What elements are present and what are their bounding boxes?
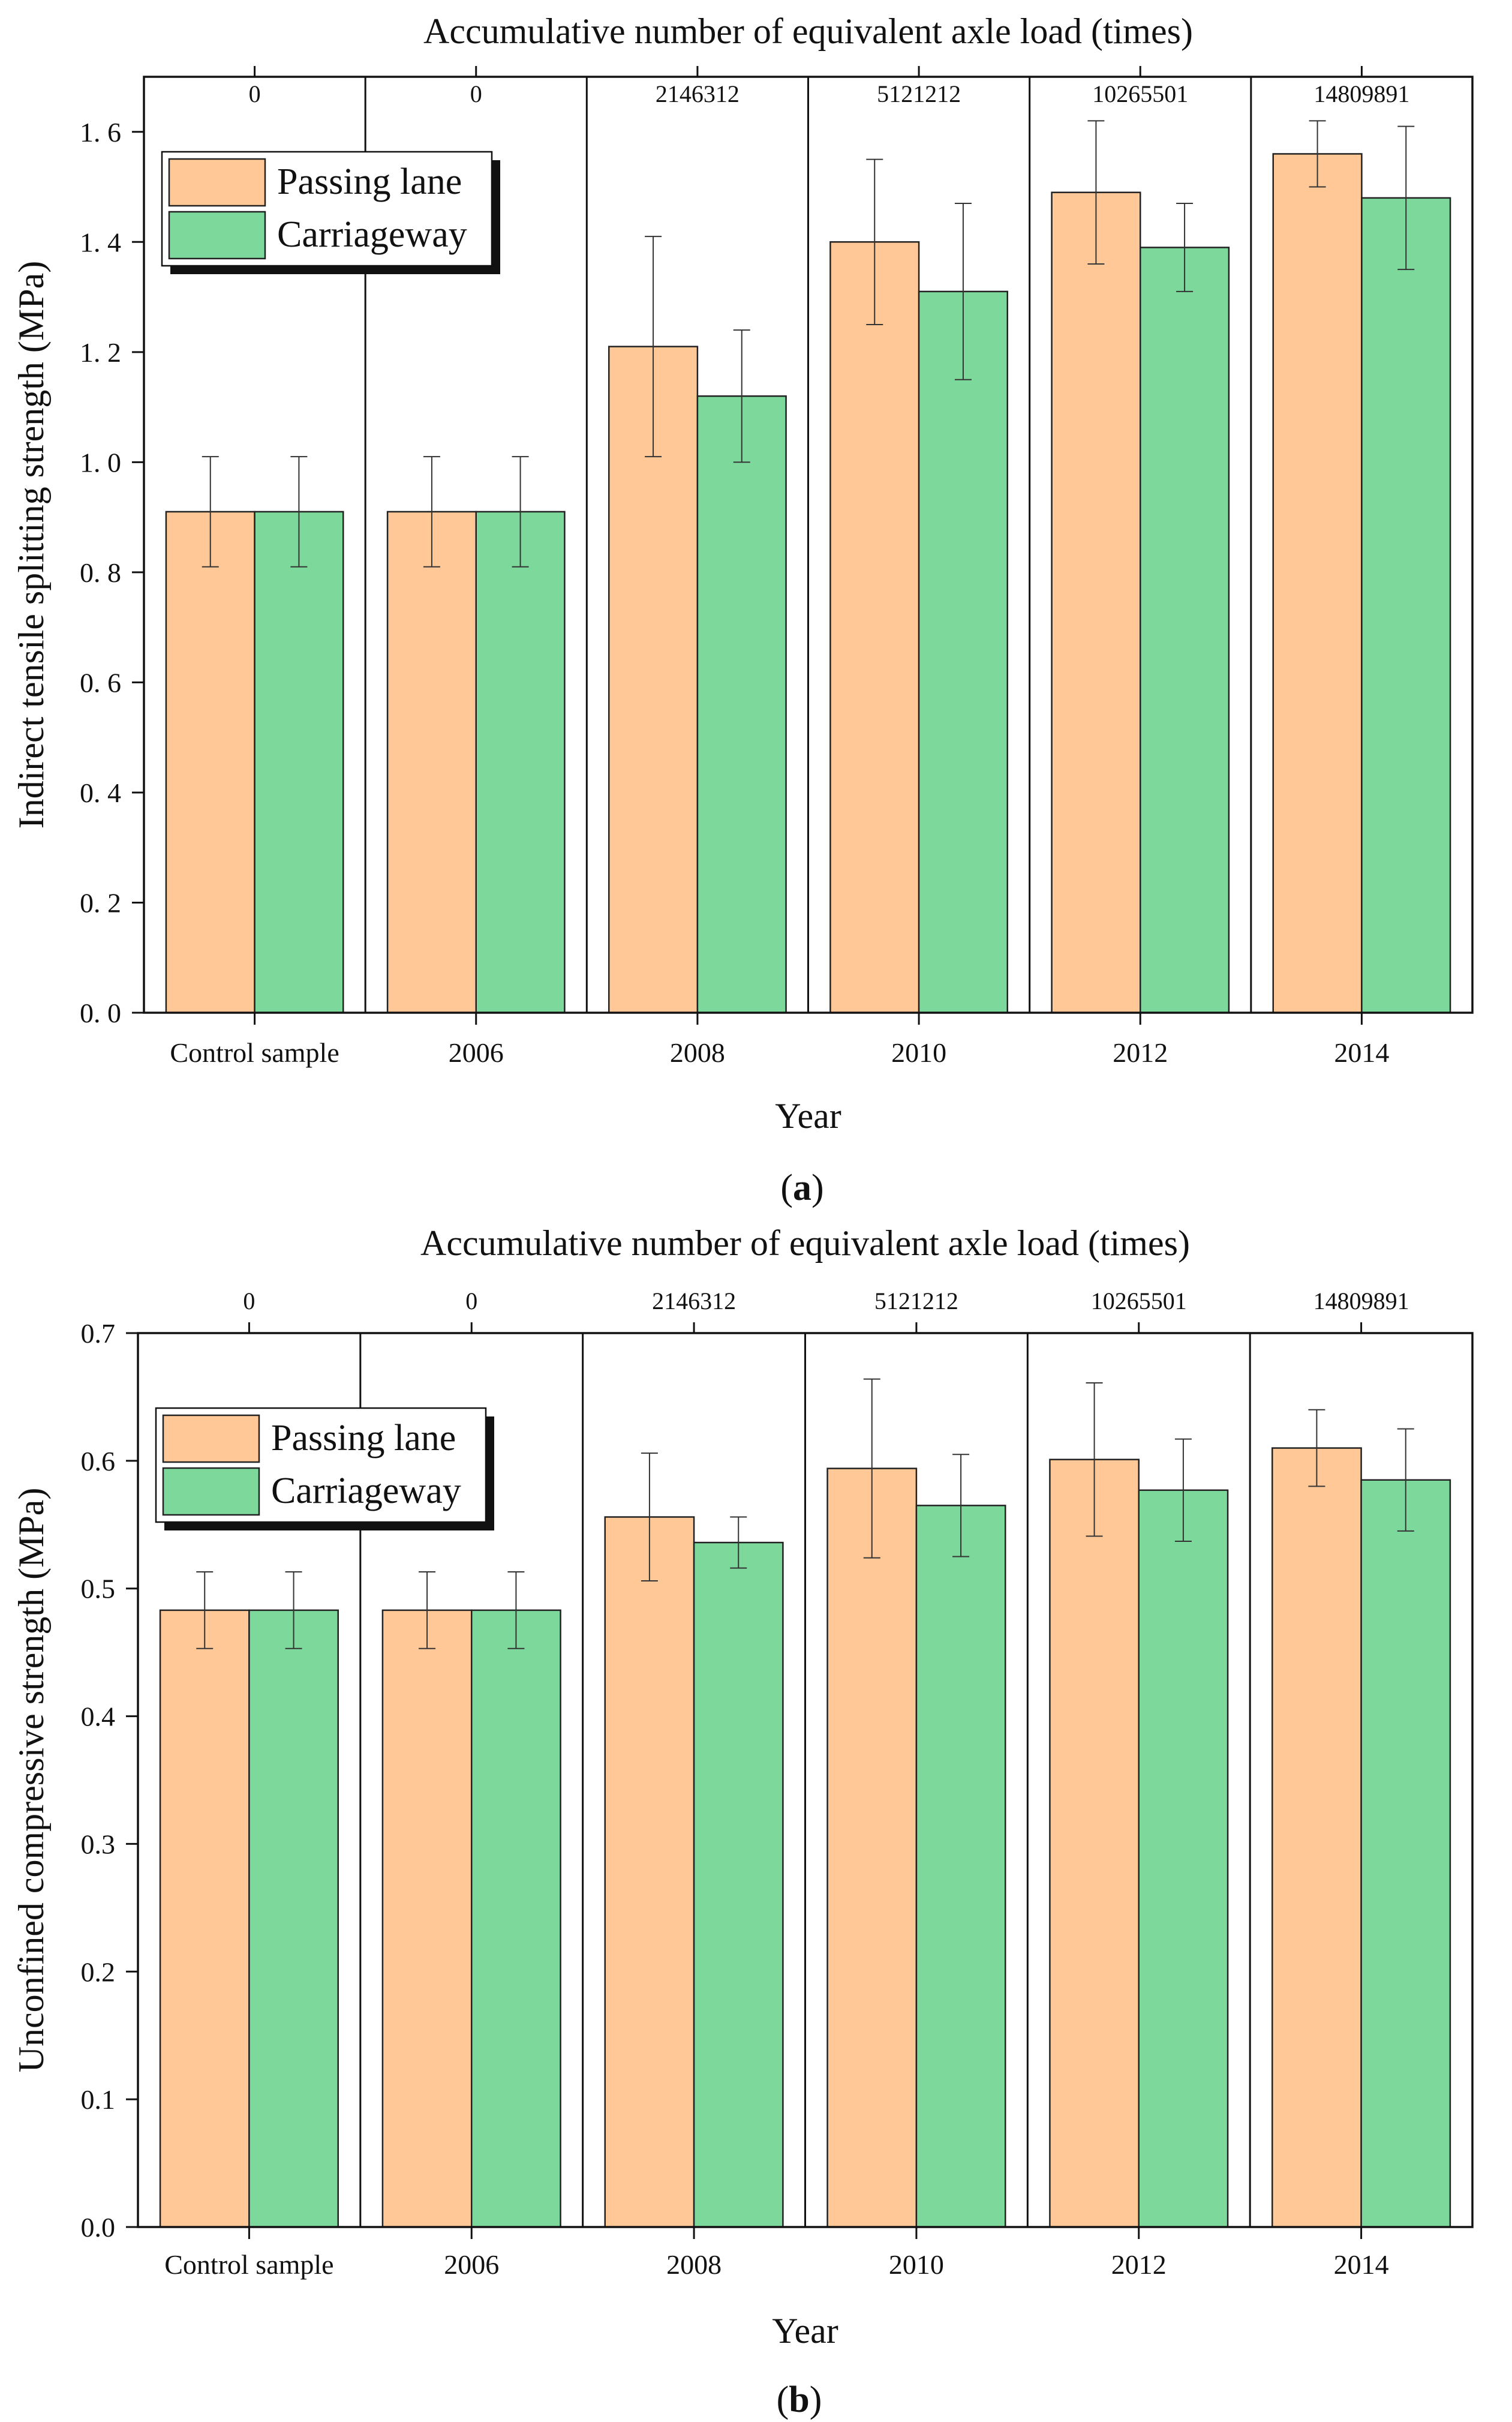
x-tick-label: Control sample	[164, 2249, 333, 2280]
top-tick-label: 14809891	[1313, 1287, 1409, 1314]
bar-passing-lane-4	[1051, 191, 1141, 1014]
top-tick-label: 10265501	[1092, 80, 1188, 107]
bar-passing-lane-3	[829, 241, 920, 1014]
x-tick-label: 2010	[891, 1037, 946, 1068]
x-tick-label: 2008	[666, 2249, 722, 2280]
plot-frame	[137, 1332, 1474, 2228]
y-tick-label: 0.4	[81, 1701, 116, 1732]
top-tick-label: 2146312	[656, 80, 740, 107]
top-tick-label: 0	[470, 80, 482, 107]
x-tick-label: 2014	[1334, 2249, 1389, 2280]
chart-panel-a: Accumulative number of equivalent axle l…	[11, 11, 1474, 1208]
bar-passing-lane-0	[165, 511, 255, 1014]
top-tick-label: 2146312	[652, 1287, 736, 1314]
legend: Passing lane Carriageway	[155, 1407, 494, 1530]
panel-label-close: )	[810, 2379, 822, 2420]
y-tick-label: 1. 4	[80, 227, 121, 257]
bar-passing-lane-5	[1272, 153, 1363, 1014]
y-tick-label: 0.5	[81, 1574, 116, 1604]
y-tick-label: 0. 0	[80, 998, 121, 1028]
bar-carriageway-0	[248, 1609, 339, 2228]
legend-swatch-0	[168, 158, 266, 207]
bar-carriageway-1	[475, 511, 566, 1014]
top-axis-title: Accumulative number of equivalent axle l…	[420, 1223, 1190, 1263]
x-tick-label: 2014	[1334, 1037, 1389, 1068]
top-tick-label: 10265501	[1091, 1287, 1187, 1314]
bar-carriageway-3	[918, 290, 1009, 1014]
legend: Passing lane Carriageway	[161, 151, 500, 274]
bar-carriageway-5	[1361, 197, 1451, 1014]
y-axis-title: Indirect tensile splitting strength (MPa…	[11, 261, 51, 829]
x-tick-label: Control sample	[170, 1037, 339, 1068]
y-tick-label: 0.7	[81, 1318, 116, 1349]
panel-label-open: (	[777, 2379, 789, 2420]
y-tick-label: 1. 6	[80, 117, 121, 148]
legend-label: Passing lane	[271, 1418, 456, 1458]
top-tick-label: 0	[243, 1287, 255, 1314]
panel-label-open: (	[780, 1168, 793, 1208]
legend-swatch-1	[168, 211, 266, 260]
bar-passing-lane-2	[604, 1516, 695, 2228]
y-axis-title: Unconfined compressive strength (MPa)	[11, 1488, 51, 2073]
y-tick-label: 1. 2	[80, 337, 121, 368]
bar-passing-lane-3	[826, 1467, 918, 2228]
x-tick-label: 2010	[889, 2249, 944, 2280]
panel-label: (a)	[780, 1168, 823, 1208]
legend-swatch-0	[162, 1414, 260, 1463]
y-tick-label: 0. 4	[80, 778, 121, 808]
bar-carriageway-1	[471, 1609, 561, 2228]
top-axis-title: Accumulative number of equivalent axle l…	[423, 11, 1193, 51]
panel-label-letter: a	[793, 1168, 811, 1208]
bar-carriageway-3	[915, 1505, 1006, 2228]
x-axis-title: Year	[772, 2311, 838, 2351]
legend-label: Carriageway	[271, 1470, 461, 1511]
legend-swatch-1	[162, 1467, 260, 1516]
legend-label: Carriageway	[277, 214, 467, 255]
y-tick-label: 0.0	[81, 2212, 116, 2243]
bar-passing-lane-0	[159, 1609, 250, 2228]
panel-label-close: )	[811, 1168, 824, 1208]
bar-passing-lane-4	[1049, 1458, 1140, 2228]
x-tick-label: 2012	[1113, 1037, 1168, 1068]
top-tick-label: 14809891	[1313, 80, 1409, 107]
top-tick-label: 0	[465, 1287, 477, 1314]
bar-carriageway-4	[1138, 1489, 1229, 2228]
bar-carriageway-5	[1360, 1479, 1451, 2228]
chart-panel-b: Accumulative number of equivalent axle l…	[11, 1223, 1474, 2420]
top-tick-label: 0	[249, 80, 261, 107]
panel-label: (b)	[777, 2379, 822, 2420]
y-tick-label: 0. 6	[80, 667, 121, 698]
y-tick-label: 0.3	[81, 1829, 116, 1859]
panel-label-letter: b	[789, 2379, 809, 2420]
y-tick-label: 0.6	[81, 1446, 116, 1476]
x-tick-label: 2008	[670, 1037, 725, 1068]
y-tick-label: 0. 2	[80, 887, 121, 918]
plot-frame	[143, 76, 1474, 1014]
x-axis-title: Year	[775, 1096, 841, 1136]
bar-carriageway-2	[693, 1541, 784, 2228]
bar-carriageway-2	[696, 395, 787, 1014]
top-tick-label: 5121212	[877, 80, 961, 107]
x-tick-label: 2006	[449, 1037, 504, 1068]
bar-carriageway-0	[254, 511, 344, 1014]
bar-passing-lane-5	[1271, 1447, 1362, 2228]
legend-label: Passing lane	[277, 161, 462, 202]
bar-carriageway-4	[1140, 247, 1230, 1014]
bar-passing-lane-1	[381, 1609, 473, 2228]
y-tick-label: 1. 0	[80, 447, 121, 478]
top-tick-label: 5121212	[874, 1287, 958, 1314]
x-tick-label: 2006	[444, 2249, 499, 2280]
y-tick-label: 0.2	[81, 1956, 116, 1987]
bar-passing-lane-1	[386, 511, 477, 1014]
y-tick-label: 0. 8	[80, 557, 121, 588]
y-tick-label: 0.1	[81, 2084, 116, 2115]
x-tick-label: 2012	[1111, 2249, 1167, 2280]
